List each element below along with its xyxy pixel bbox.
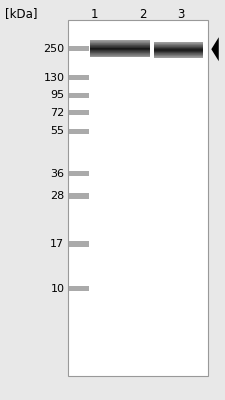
Bar — [90, 53, 150, 54]
Bar — [90, 43, 150, 44]
Text: [kDa]: [kDa] — [4, 8, 37, 20]
Bar — [90, 45, 150, 46]
Bar — [69, 286, 89, 291]
Bar — [90, 42, 150, 43]
Text: 95: 95 — [50, 90, 64, 100]
Text: 3: 3 — [176, 8, 184, 20]
Text: 36: 36 — [50, 169, 64, 178]
Bar — [69, 128, 89, 134]
Text: 2: 2 — [138, 8, 146, 20]
Text: 28: 28 — [50, 191, 64, 201]
Text: 55: 55 — [50, 126, 64, 136]
Bar — [90, 50, 150, 51]
Text: 17: 17 — [50, 239, 64, 249]
Bar — [90, 51, 150, 52]
Bar — [69, 46, 89, 51]
Bar — [90, 41, 150, 42]
Bar — [69, 241, 89, 246]
Polygon shape — [210, 37, 218, 61]
Text: 130: 130 — [43, 72, 64, 82]
Bar — [90, 40, 150, 41]
Bar — [69, 110, 89, 115]
Bar — [90, 55, 150, 56]
Bar — [90, 44, 150, 45]
Text: 72: 72 — [50, 108, 64, 118]
Bar — [90, 54, 150, 55]
Bar — [69, 92, 89, 98]
Bar — [90, 48, 150, 49]
Bar — [68, 20, 207, 376]
Bar — [90, 46, 150, 47]
Bar — [69, 193, 89, 198]
Text: 10: 10 — [50, 284, 64, 294]
Bar — [90, 49, 150, 50]
Bar — [90, 52, 150, 53]
Bar — [90, 56, 150, 57]
Text: 250: 250 — [43, 44, 64, 54]
Bar — [90, 47, 150, 48]
Bar — [69, 75, 89, 80]
Text: 1: 1 — [91, 8, 98, 20]
Bar — [69, 171, 89, 176]
